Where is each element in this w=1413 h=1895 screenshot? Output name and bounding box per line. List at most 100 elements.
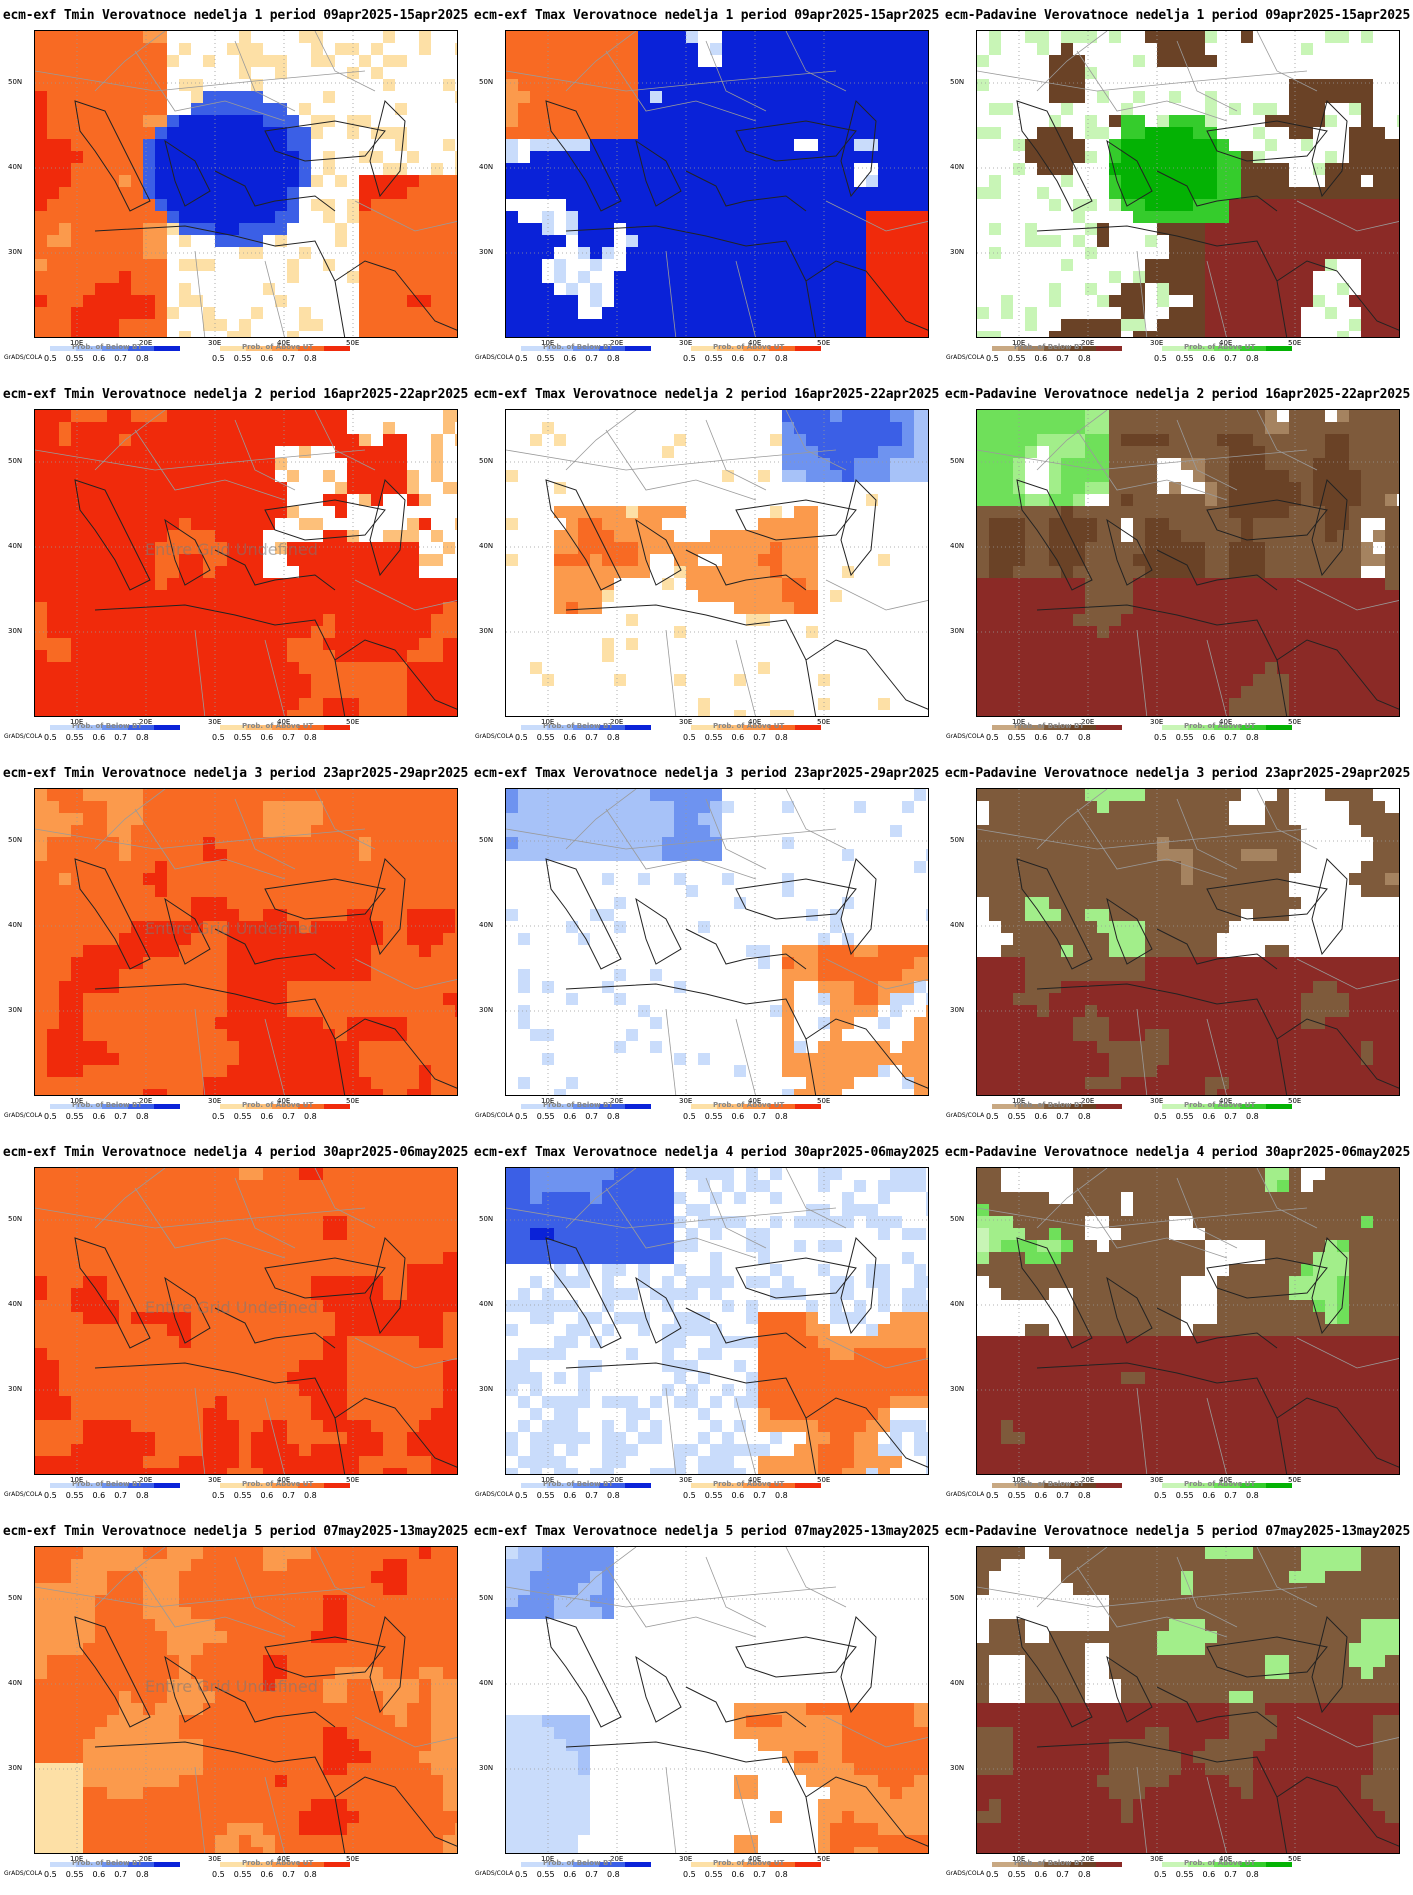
grid-cell xyxy=(1169,43,1181,55)
grid-cell xyxy=(119,259,131,271)
longitude-label: 40E xyxy=(748,718,762,726)
grid-cell xyxy=(47,79,59,91)
grid-cell xyxy=(323,578,335,590)
grid-cell xyxy=(1265,674,1277,686)
grid-cell xyxy=(119,127,131,139)
grid-cell xyxy=(47,482,59,494)
grid-cell xyxy=(602,638,614,650)
grid-cell xyxy=(1349,175,1361,187)
grid-cell xyxy=(227,662,239,674)
grid-cell xyxy=(1361,482,1373,494)
grid-cell xyxy=(83,307,95,319)
grid-cell xyxy=(287,175,299,187)
grid-cell xyxy=(530,434,542,446)
grid-cell xyxy=(263,187,275,199)
grid-cell xyxy=(602,506,614,518)
grid-cell xyxy=(323,434,335,446)
grid-cell xyxy=(359,674,371,686)
legend-tick: 0.8 xyxy=(775,733,788,742)
grid-cell xyxy=(806,518,818,530)
grid-cell xyxy=(1109,163,1121,175)
grid-cell xyxy=(71,235,83,247)
grid-cell xyxy=(890,458,902,470)
grid-cell xyxy=(143,91,155,103)
grid-cell xyxy=(323,710,335,716)
grid-cell xyxy=(455,578,457,590)
grid-cell xyxy=(1181,626,1193,638)
grid-cell xyxy=(554,578,566,590)
legend-caption: Prob. of Above UT xyxy=(1184,343,1256,351)
grid-cell xyxy=(179,235,191,247)
grid-cell xyxy=(227,873,239,885)
grid-cell xyxy=(710,235,722,247)
grid-cell xyxy=(914,175,926,187)
grid-cell xyxy=(686,163,698,175)
grid-cell xyxy=(1097,638,1109,650)
grid-cell xyxy=(335,43,347,55)
grid-cell xyxy=(71,909,83,921)
grid-cell xyxy=(1397,307,1399,319)
grid-cell xyxy=(107,662,119,674)
grid-cell xyxy=(530,307,542,319)
grid-cell xyxy=(119,43,131,55)
grid-cell xyxy=(818,55,830,67)
grid-cell xyxy=(626,79,638,91)
grid-cell xyxy=(1121,446,1133,458)
grid-cell xyxy=(47,674,59,686)
grid-cell xyxy=(1157,650,1169,662)
grid-cell xyxy=(119,861,131,873)
grid-cell xyxy=(782,470,794,482)
map-canvas xyxy=(35,789,457,1095)
grid-cell xyxy=(239,103,251,115)
grid-cell xyxy=(1037,187,1049,199)
grid-cell xyxy=(215,199,227,211)
grid-cell xyxy=(1385,614,1397,626)
grid-cell xyxy=(263,638,275,650)
grid-cell xyxy=(203,187,215,199)
grid-cell xyxy=(335,422,347,434)
grid-cell xyxy=(1073,626,1085,638)
grid-cell xyxy=(1361,283,1373,295)
grid-cell xyxy=(143,698,155,710)
grid-cell xyxy=(650,211,662,223)
grid-cell xyxy=(1097,554,1109,566)
grid-cell xyxy=(530,331,542,337)
grid-cell xyxy=(698,578,710,590)
grid-cell xyxy=(566,199,578,211)
grid-cell xyxy=(119,470,131,482)
grid-cell xyxy=(590,542,602,554)
grid-cell xyxy=(1253,614,1265,626)
grid-cell xyxy=(1193,295,1205,307)
grid-cell xyxy=(347,199,359,211)
grid-cell xyxy=(1061,506,1073,518)
legend-swatch xyxy=(795,725,821,730)
grid-cell xyxy=(1349,662,1361,674)
grid-cell xyxy=(1277,187,1289,199)
grid-cell xyxy=(989,458,1001,470)
grid-cell xyxy=(83,542,95,554)
grid-cell xyxy=(155,801,167,813)
grid-cell xyxy=(902,223,914,235)
grid-cell xyxy=(59,542,71,554)
grid-cell xyxy=(818,103,830,115)
grid-cell xyxy=(734,295,746,307)
grid-cell xyxy=(1361,139,1373,151)
grid-cell xyxy=(71,446,83,458)
grid-cell xyxy=(1121,662,1133,674)
country-border xyxy=(1296,200,1399,232)
grid-cell xyxy=(1373,295,1385,307)
grid-cell xyxy=(818,211,830,223)
grid-cell xyxy=(263,789,275,801)
grid-cell xyxy=(1157,127,1169,139)
grid-cell xyxy=(83,235,95,247)
grid-cell xyxy=(1301,434,1313,446)
grid-cell xyxy=(59,873,71,885)
grid-cell xyxy=(191,837,203,849)
grid-cell xyxy=(395,319,407,331)
grid-cell xyxy=(83,885,95,897)
grid-cell xyxy=(1145,470,1157,482)
grid-cell xyxy=(1145,211,1157,223)
grid-cell xyxy=(263,199,275,211)
grid-cell xyxy=(902,139,914,151)
grid-cell xyxy=(419,909,431,921)
